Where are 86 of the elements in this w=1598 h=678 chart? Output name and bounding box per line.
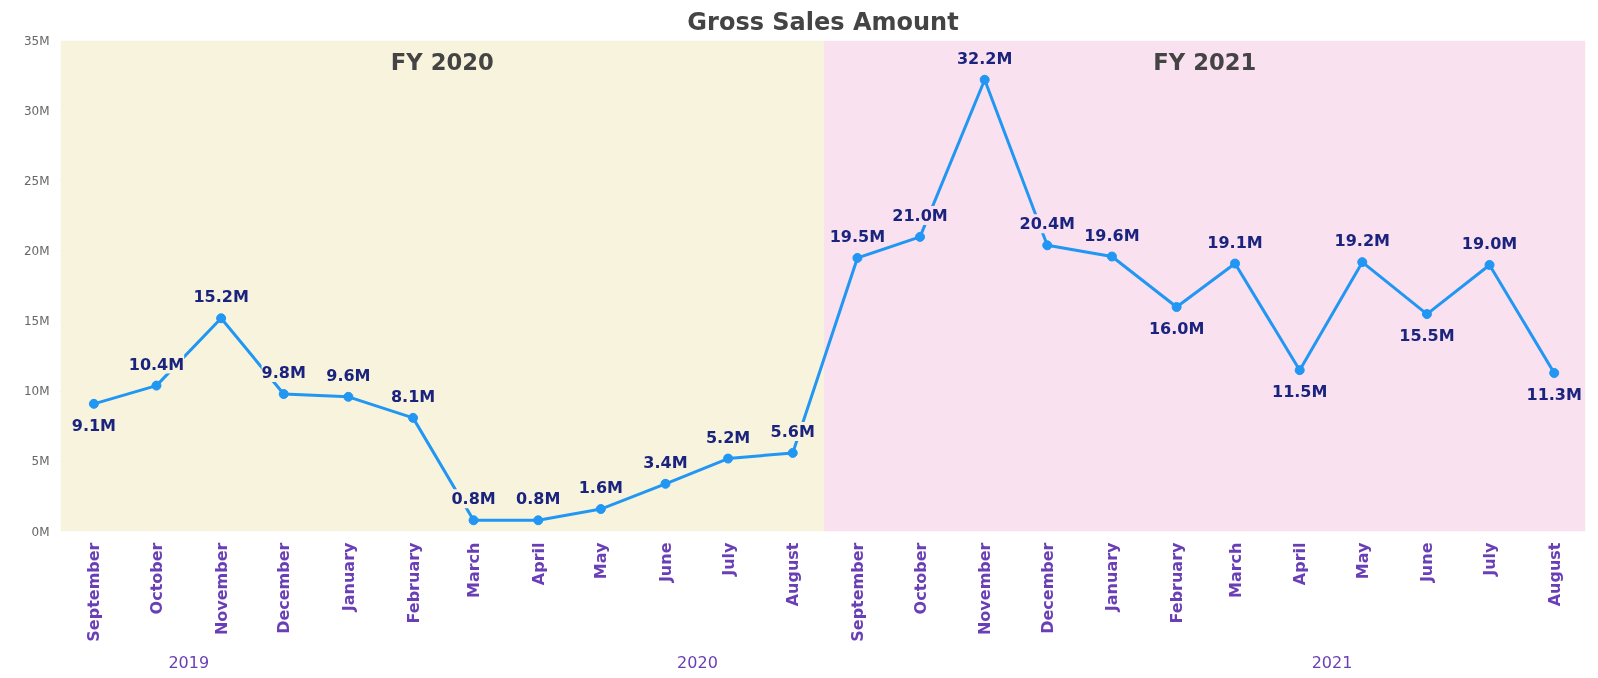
x-tick-label: July [718,541,738,577]
data-label: 5.6M [770,421,815,441]
point [151,380,162,391]
x-tick-label: April [1290,542,1310,586]
point [1106,251,1117,262]
x-tick-label: June [1417,542,1437,584]
x-tick-label: January [1102,541,1122,613]
data-label: 11.3M [1526,384,1582,404]
point [979,74,990,85]
x-tick-label: January [338,541,358,613]
y-tick-label: 30M [23,103,50,118]
data-label: 11.5M [1271,382,1328,402]
data-label: 19.2M [1334,231,1390,251]
data-label: 8.1M [390,386,436,406]
x-tick-label: May [1352,541,1372,580]
x-tick-label: December [1037,542,1057,634]
data-label: 21.0M [892,205,948,225]
text: 2021 [1311,652,1353,672]
x-tick-label: May [591,541,611,580]
point [408,412,419,423]
data-label: 3.4M [643,452,688,472]
data-label: 15.2M [193,287,249,307]
point [660,478,671,489]
point [1549,367,1560,378]
point [1294,365,1305,376]
point [1357,257,1368,268]
point [278,389,289,400]
data-label: 32.2M [956,48,1013,68]
band-label: FY 2020 [390,48,494,75]
x-tick-label: December [274,542,294,634]
data-label: 0.8M [451,489,496,509]
x-tick-label: October [146,542,166,615]
data-label: 15.5M [1399,326,1455,346]
data-label: 9.1M [71,415,117,435]
point [1171,302,1182,313]
x-tick-label: April [528,542,548,586]
data-label: 1.6M [578,478,623,498]
point [1421,309,1432,320]
data-label: 10.4M [128,354,185,374]
point [852,252,863,263]
y-tick-label: 35M [23,33,50,48]
x-tick-label: July [1480,541,1500,577]
point [468,515,479,526]
x-tick-label: August [783,542,803,607]
y-tick-label: 15M [23,314,50,329]
x-tick-label: August [1544,542,1564,607]
y-tick-label: 0M [31,524,50,539]
x-tick-label: November [211,542,231,636]
x-tick-label: June [655,542,675,584]
chart-title: Gross Sales Amount [687,7,959,36]
x-tick-label: September [84,542,104,642]
data-label: 20.4M [1019,214,1075,234]
y-tick-label: 5M [31,454,50,469]
band-label: FY 2021 [1153,48,1257,75]
point [595,504,606,515]
x-tick-label: February [403,541,423,624]
x-tick-label: March [464,542,484,598]
data-label: 19.1M [1207,232,1263,252]
point [787,447,798,458]
point [723,453,734,464]
x-tick-label: March [1225,542,1245,598]
data-label: 9.8M [261,363,306,383]
y-tick-label: 10M [23,384,50,399]
point [216,313,227,324]
data-label: 16.0M [1148,319,1205,339]
point [1484,259,1495,270]
y-tick-label: 20M [23,243,50,258]
data-label: 19.0M [1461,233,1518,253]
text: 2019 [168,652,210,672]
point [533,515,544,526]
x-tick-label: September [847,542,867,642]
point [915,231,926,242]
data-label: 9.6M [326,365,371,385]
point [1042,240,1053,251]
point [88,398,99,409]
point [343,391,354,402]
x-tick-label: February [1167,541,1187,624]
x-tick-label: November [975,542,995,636]
data-label: 19.5M [829,226,886,246]
data-label: 0.8M [516,489,561,509]
data-label: 19.6M [1084,225,1140,245]
x-tick-label: October [910,542,930,615]
data-label: 5.2M [705,427,751,447]
point [1230,258,1241,269]
text: 2020 [677,652,718,672]
y-tick-label: 25M [23,173,50,188]
